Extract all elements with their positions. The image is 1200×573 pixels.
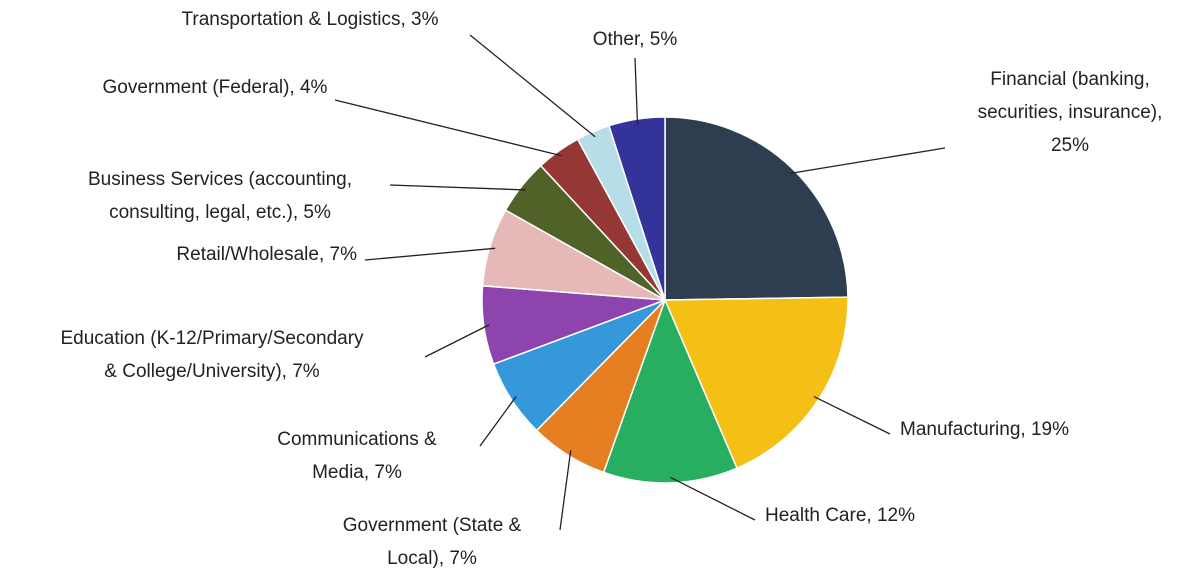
data-label: Retail/Wholesale, 7% <box>176 244 357 265</box>
leader-line <box>469 34 596 138</box>
leader-line <box>479 396 517 447</box>
data-label: Government (State & <box>343 515 522 536</box>
data-label: Communications & <box>277 429 437 450</box>
data-label: Government (Federal), 4% <box>103 77 328 98</box>
data-label: Local), 7% <box>387 548 477 569</box>
leader-line <box>389 184 526 191</box>
leader-line <box>670 476 756 521</box>
data-label: 25% <box>1051 135 1089 156</box>
leader-line <box>789 147 946 175</box>
data-label: Other, 5% <box>593 29 678 50</box>
leader-line <box>424 324 490 358</box>
data-label: consulting, legal, etc.), 5% <box>109 202 331 223</box>
data-label: Business Services (accounting, <box>88 169 352 190</box>
data-label: securities, insurance), <box>978 102 1163 123</box>
pie-slice <box>664 116 849 301</box>
data-label: Media, 7% <box>312 462 402 483</box>
leader-line <box>634 57 639 125</box>
data-label: & College/University), 7% <box>104 361 320 382</box>
leader-line <box>364 247 496 261</box>
data-label: Financial (banking, <box>990 69 1149 90</box>
pie-slice <box>602 297 738 484</box>
data-label: Transportation & Logistics, 3% <box>182 9 439 30</box>
leader-line <box>334 99 562 157</box>
leader-line <box>813 396 891 435</box>
leader-line <box>559 450 572 531</box>
data-label: Education (K-12/Primary/Secondary <box>60 328 364 349</box>
data-label: Health Care, 12% <box>765 505 915 526</box>
data-label: Manufacturing, 19% <box>900 419 1069 440</box>
